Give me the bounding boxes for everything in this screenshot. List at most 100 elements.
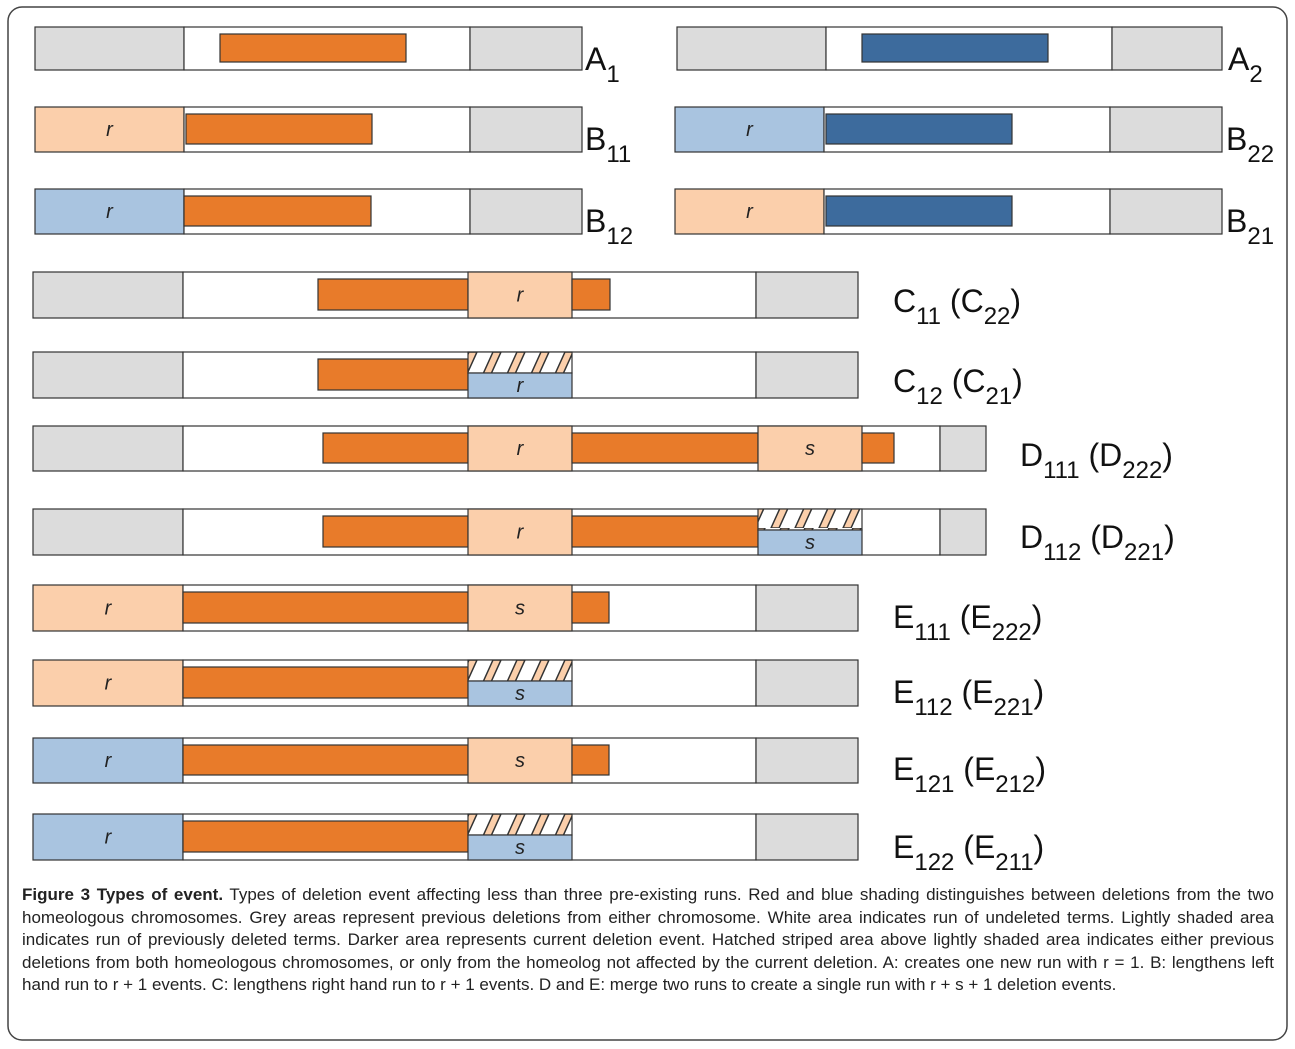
hatched-area [467, 659, 573, 682]
current-deletion [322, 515, 469, 548]
hatched-area [467, 813, 573, 836]
label-subscript: 212 [995, 771, 1035, 798]
current-deletion [571, 744, 610, 776]
label-text: ) [1034, 674, 1045, 710]
previous-deletion [469, 188, 583, 235]
label-subscript: 112 [1043, 539, 1081, 566]
label-subscript: 221 [994, 694, 1034, 721]
run-label: s [805, 438, 815, 460]
event-label: B21 [1226, 203, 1274, 250]
label-subscript: 111 [914, 619, 950, 646]
label-subscript: 121 [914, 771, 954, 798]
event-row: r s E112 (E221) [32, 659, 1045, 721]
label-text: E [893, 829, 914, 865]
label-text: C [893, 283, 916, 319]
run-label: r [106, 119, 114, 141]
previous-deletion [32, 508, 184, 556]
run-label: r [517, 438, 525, 460]
current-deletion [571, 432, 759, 464]
previous-deletion [755, 351, 859, 399]
label-subscript: 112 [914, 694, 952, 721]
previous-run [467, 834, 573, 861]
run-label: r [517, 521, 525, 543]
previous-run [32, 813, 184, 861]
current-deletion [861, 432, 895, 464]
label-text: D [1020, 519, 1043, 555]
label-text: A [585, 41, 607, 77]
previous-run [467, 680, 573, 707]
current-deletion [182, 666, 469, 699]
previous-run [674, 106, 825, 153]
label-subscript: 11 [916, 303, 941, 330]
hatched-area [467, 351, 573, 374]
event-row: r B22 [674, 106, 1274, 168]
caption-title: Figure 3 Types of event. [22, 885, 224, 904]
event-row: r s E121 (E212) [32, 737, 1046, 798]
run-label: r [746, 201, 754, 223]
previous-deletion [34, 26, 185, 71]
run-label: s [515, 750, 525, 772]
label-text: ) [1035, 751, 1046, 787]
event-row: r C11 (C22) [32, 271, 1021, 330]
label-text: B [1226, 121, 1247, 157]
current-deletion [571, 591, 610, 624]
label-text: (D [1081, 519, 1124, 555]
label-subscript: 211 [995, 849, 1033, 876]
run-label: r [105, 826, 113, 848]
run-label: r [746, 119, 754, 141]
label-subscript: 111 [1043, 457, 1079, 484]
event-row: r s D112 (D221) [32, 508, 1175, 566]
run-label: r [105, 597, 113, 619]
label-text: ) [1010, 283, 1021, 319]
previous-run [34, 106, 185, 153]
current-deletion [322, 432, 469, 464]
run-label: r [105, 750, 113, 772]
event-label: E111 (E222) [893, 599, 1042, 646]
event-row: r B11 [34, 106, 631, 168]
current-deletion-blue [825, 195, 1013, 227]
label-text: C [893, 363, 916, 399]
event-label: E121 (E212) [893, 751, 1046, 798]
caption-text: Types of deletion event affecting less t… [22, 885, 1274, 994]
caption: Figure 3 Types of event. Types of deleti… [22, 884, 1274, 997]
previous-deletion [1109, 188, 1223, 235]
previous-deletion [939, 508, 987, 556]
event-row: r s D111 (D222) [32, 425, 1173, 484]
label-subscript: 11 [606, 141, 631, 168]
previous-run [32, 659, 184, 707]
previous-deletion [32, 271, 184, 319]
previous-deletion [755, 584, 859, 632]
current-deletion-blue [861, 33, 1049, 63]
current-deletion [183, 195, 372, 227]
current-deletion [317, 278, 469, 311]
label-text: E [893, 674, 914, 710]
previous-deletion [32, 351, 184, 399]
previous-run [757, 425, 863, 472]
label-text: E [893, 599, 914, 635]
previous-deletion [755, 737, 859, 784]
previous-run [674, 188, 825, 235]
previous-deletion [1111, 26, 1223, 71]
previous-run [467, 372, 573, 399]
event-label: D111 (D222) [1020, 437, 1173, 484]
event-label: A2 [1228, 41, 1263, 88]
previous-deletion [32, 425, 184, 472]
previous-deletion [939, 425, 987, 472]
previous-run [32, 737, 184, 784]
event-row: r s E122 (E211) [32, 813, 1044, 876]
label-subscript: 22 [1247, 141, 1274, 168]
label-subscript: 2 [1249, 61, 1262, 88]
event-row: r s E111 (E222) [32, 584, 1042, 646]
label-text: ) [1034, 829, 1045, 865]
current-deletion-blue [825, 113, 1013, 145]
label-subscript: 21 [985, 383, 1012, 410]
previous-deletion [676, 26, 827, 71]
run-label: r [517, 375, 525, 397]
label-text: (E [951, 599, 992, 635]
label-subscript: 22 [984, 303, 1011, 330]
event-label: E122 (E211) [893, 829, 1044, 876]
event-label: C11 (C22) [893, 283, 1021, 330]
run-label: s [515, 837, 525, 859]
current-deletion [571, 278, 611, 311]
